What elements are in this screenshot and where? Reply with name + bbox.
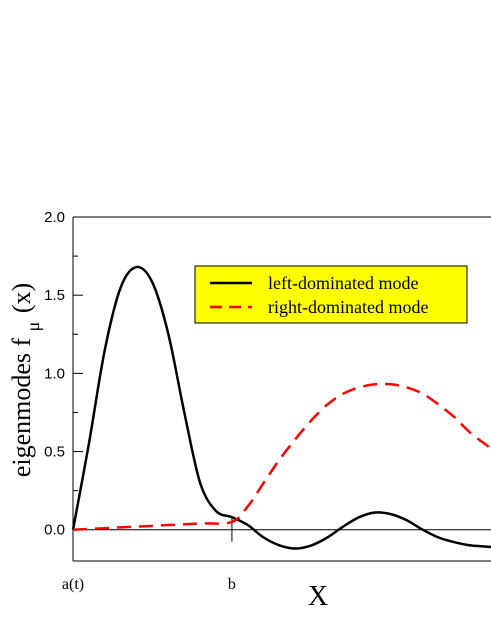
y-tick-label: 0.5 xyxy=(44,444,65,461)
x-axis-title: X xyxy=(308,581,328,612)
legend: left-dominated mode right-dominated mode xyxy=(194,265,468,324)
legend-label-left-dominated: left-dominated mode xyxy=(268,273,418,293)
y-axis-title-sub: μ xyxy=(23,322,43,332)
x-marker-label: b xyxy=(228,576,236,593)
y-axis-title-tail: (x) xyxy=(7,283,36,313)
y-tick-label: 2.0 xyxy=(44,209,65,226)
y-axis-ticks: 0.0 0.5 1.0 1.5 2.0 xyxy=(44,209,83,539)
y-tick-label: 1.0 xyxy=(44,365,65,382)
series-line-right-dominated xyxy=(72,382,491,531)
series-lines xyxy=(71,265,491,550)
series-line-left-dominated xyxy=(71,265,491,550)
legend-box xyxy=(194,265,468,324)
x-axis-markers: a(t) b xyxy=(62,517,236,593)
y-tick-label: 1.5 xyxy=(44,287,65,304)
plot-frame xyxy=(72,216,491,562)
y-tick-label: 0.0 xyxy=(44,522,65,539)
x-marker-label: a(t) xyxy=(62,576,84,593)
y-axis-title-main: eigenmodes f xyxy=(7,337,36,477)
legend-label-right-dominated: right-dominated mode xyxy=(268,297,428,317)
y-axis-title: eigenmodes f μ (x) xyxy=(7,283,45,477)
